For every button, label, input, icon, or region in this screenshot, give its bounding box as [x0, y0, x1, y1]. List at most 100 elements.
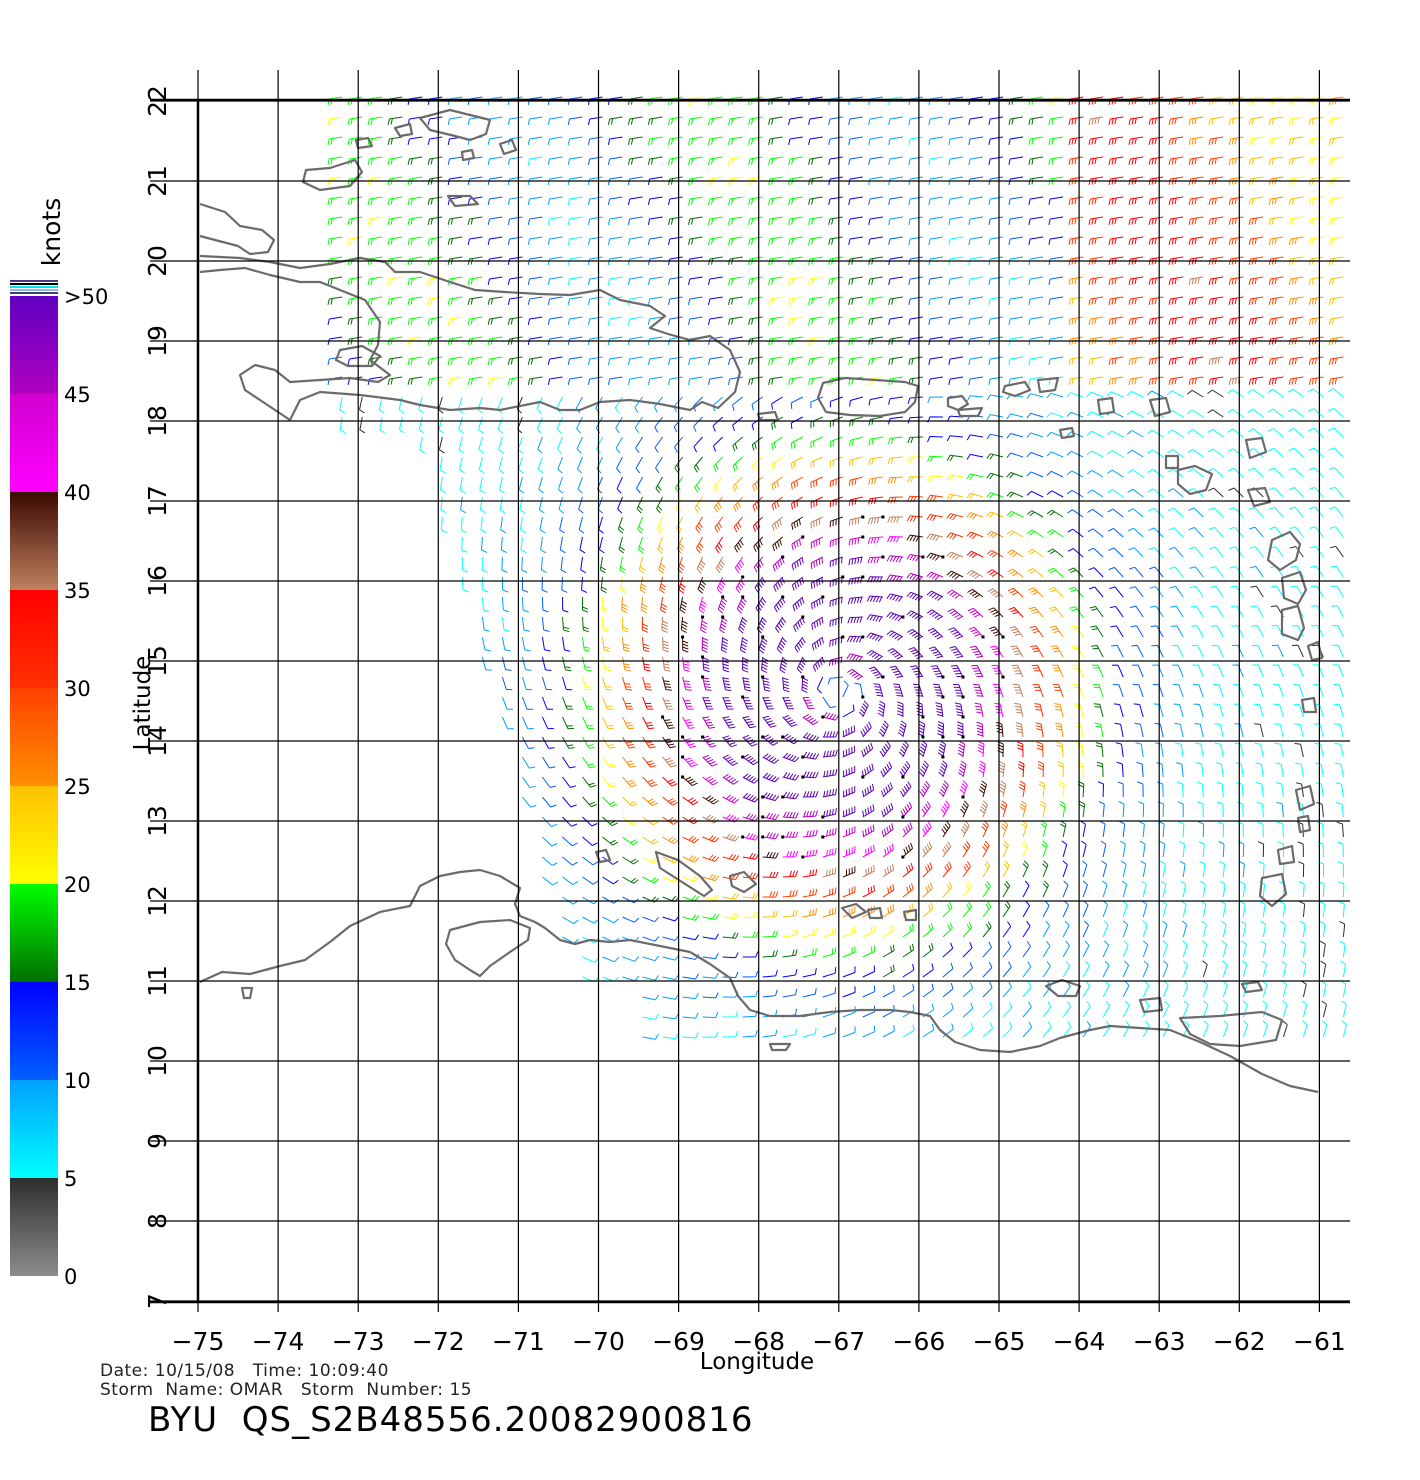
wind-barb — [888, 236, 903, 246]
wind-barb — [897, 720, 907, 738]
wind-barb — [487, 256, 503, 266]
wind-barb — [736, 596, 747, 614]
wind-barb — [1288, 196, 1304, 206]
rain-flag — [841, 635, 845, 639]
wind-barb — [662, 974, 680, 981]
wind-barb — [438, 416, 445, 434]
wind-barb — [822, 696, 837, 709]
wind-barb — [793, 616, 806, 633]
wind-barb — [906, 534, 923, 542]
legend-tick-label: 40 — [64, 481, 91, 505]
wind-barb — [768, 136, 783, 146]
wind-barb — [688, 296, 703, 306]
wind-barb — [347, 276, 363, 286]
wind-barb — [1217, 821, 1224, 838]
wind-barb — [888, 316, 903, 326]
wind-barb — [1331, 605, 1344, 618]
wind-barb — [848, 356, 863, 366]
wind-barb — [1149, 566, 1164, 578]
wind-barb — [886, 593, 904, 602]
wind-barb — [1126, 430, 1144, 438]
wind-barb — [521, 716, 534, 730]
wind-barb — [458, 436, 465, 454]
wind-barb — [540, 556, 548, 574]
wind-barb — [728, 296, 743, 306]
wind-barb — [1270, 585, 1284, 598]
wind-barb — [1070, 645, 1084, 658]
wind-barb — [1011, 664, 1024, 678]
wind-barb — [617, 496, 623, 514]
wind-barb — [479, 476, 486, 494]
wind-barb — [347, 196, 363, 206]
wind-barb — [682, 796, 699, 806]
wind-barb — [992, 683, 1004, 698]
wind-barb — [1102, 880, 1108, 898]
wind-barb — [829, 436, 843, 448]
wind-barb — [1328, 447, 1344, 458]
wind-barb — [567, 376, 583, 386]
rain-flag — [801, 675, 805, 679]
wind-barb — [1188, 356, 1204, 366]
wind-barb — [928, 296, 943, 306]
wind-barb — [947, 608, 964, 620]
wind-barb — [887, 456, 903, 465]
wind-barb — [1308, 276, 1324, 286]
wind-barb — [1249, 526, 1264, 538]
wind-barb — [647, 256, 663, 266]
wind-barb — [1167, 429, 1184, 438]
lat-tick-label: 12 — [143, 885, 172, 917]
wind-barb — [602, 896, 619, 904]
wind-barb — [715, 556, 725, 574]
wind-barb — [960, 800, 969, 818]
wind-barb — [802, 849, 818, 858]
wind-barb — [802, 791, 819, 798]
wind-barb — [1161, 900, 1167, 918]
wind-barb — [1108, 547, 1124, 558]
legend-band — [10, 982, 58, 1080]
wind-barb — [688, 136, 703, 146]
wind-barb — [1156, 781, 1164, 798]
wind-barb — [1127, 469, 1144, 478]
wind-barb — [1188, 196, 1204, 206]
wind-barb — [1329, 506, 1344, 518]
wind-barb — [882, 984, 895, 998]
rain-flag — [881, 675, 885, 679]
wind-barb — [693, 436, 703, 453]
wind-barb — [810, 576, 824, 590]
wind-barb — [849, 436, 863, 447]
wind-barb — [908, 336, 923, 346]
wind-barb — [662, 756, 677, 768]
wind-barb — [596, 456, 603, 474]
lon-tick-label: −61 — [1293, 1327, 1346, 1356]
wind-barb — [810, 476, 824, 489]
wind-barb — [587, 296, 603, 306]
wind-barb — [1108, 116, 1124, 126]
wind-barb — [822, 712, 840, 721]
wind-barb — [788, 276, 803, 286]
wind-barb — [982, 881, 991, 898]
wind-barb — [1082, 940, 1090, 958]
coast-martinique — [1280, 570, 1308, 606]
wind-barb — [773, 576, 785, 593]
wind-barb — [1115, 742, 1124, 758]
wind-barb — [748, 136, 763, 146]
lat-tick-label: 13 — [143, 805, 172, 837]
wind-barb — [1168, 216, 1184, 226]
wind-barb — [1120, 840, 1126, 858]
wind-barb — [782, 889, 798, 898]
wind-barb — [1046, 490, 1064, 498]
coast-st-vincent — [1294, 784, 1316, 812]
legend-band — [10, 884, 58, 982]
wind-barb — [862, 804, 875, 818]
wind-barb — [457, 396, 464, 414]
wind-barb — [742, 911, 759, 919]
wind-barb — [481, 656, 492, 671]
wind-barb — [587, 316, 603, 326]
wind-barb — [541, 636, 551, 652]
lon-tick-label: −67 — [812, 1327, 865, 1356]
wind-barb — [808, 196, 823, 206]
wind-barb — [982, 901, 992, 918]
wind-barb — [908, 256, 923, 266]
wind-barb — [481, 636, 491, 652]
wind-barb — [1328, 136, 1344, 146]
